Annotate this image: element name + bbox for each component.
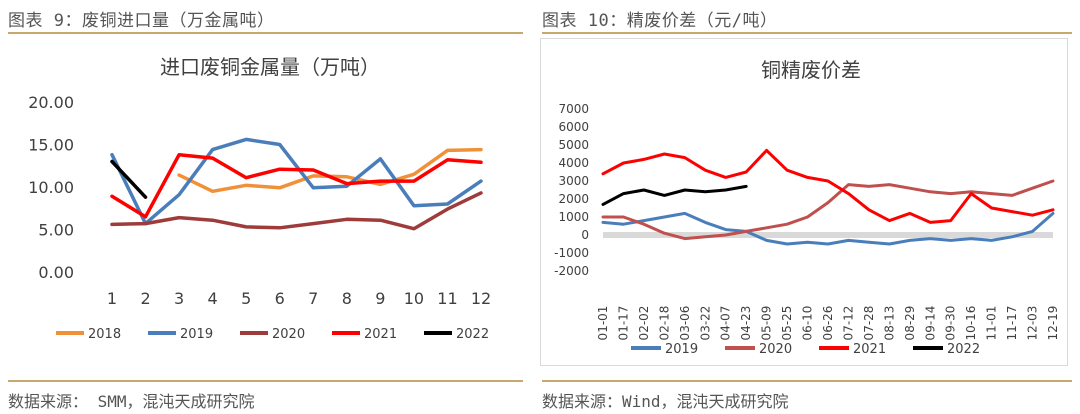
x-tick-label: 02-18 bbox=[657, 306, 671, 341]
y-tick-label: -1000 bbox=[554, 246, 589, 260]
series-line-2022 bbox=[110, 159, 148, 199]
series-line-2019 bbox=[110, 137, 483, 226]
y-tick-label: 2000 bbox=[558, 192, 589, 206]
y-tick-label: -2000 bbox=[554, 264, 589, 278]
x-tick-label: 07-12 bbox=[841, 306, 855, 341]
legend-label-2018: 2018 bbox=[88, 327, 121, 342]
series-line-2018 bbox=[177, 147, 483, 194]
right-figure-label: 图表 10：精废价差（元/吨） bbox=[542, 11, 778, 31]
x-tick-label: 08-29 bbox=[903, 306, 917, 341]
legend-label-2022: 2022 bbox=[456, 327, 489, 342]
x-tick-label: 4 bbox=[208, 289, 218, 308]
left-chart-panel: 进口废铜金属量（万吨） 0.00 5.00 10.00 15.00 20.00 1 2 3 4 5 6… bbox=[18, 38, 523, 364]
x-tick-label: 3 bbox=[174, 289, 184, 308]
left-source-rule bbox=[8, 380, 523, 382]
series-line-2021 bbox=[110, 152, 483, 219]
x-tick-label: 06-26 bbox=[821, 306, 835, 341]
chart-title: 铜精废价差 bbox=[761, 58, 861, 82]
series-line-2019 bbox=[601, 211, 1055, 246]
right-source-note: 数据来源：Wind，混沌天成研究院 bbox=[542, 392, 789, 411]
series-line-2021 bbox=[601, 148, 1055, 224]
series-line-2022 bbox=[601, 184, 748, 206]
x-tick-label: 04-07 bbox=[719, 306, 733, 341]
x-tick-label: 11-17 bbox=[1005, 306, 1019, 341]
y-tick-label: 15.00 bbox=[28, 136, 74, 155]
x-tick-label: 07-28 bbox=[862, 306, 876, 341]
x-tick-label: 6 bbox=[275, 289, 285, 308]
y-tick-label: 7000 bbox=[558, 102, 589, 116]
right-source-rule bbox=[542, 380, 1072, 382]
y-tick-label: 0.00 bbox=[38, 263, 74, 282]
legend-label-2021: 2021 bbox=[364, 327, 397, 342]
x-tick-label: 5 bbox=[241, 289, 251, 308]
legend-label-2020: 2020 bbox=[759, 342, 792, 357]
x-tick-label: 8 bbox=[342, 289, 352, 308]
x-tick-label: 09-30 bbox=[944, 306, 958, 341]
left-title-rule bbox=[8, 32, 523, 34]
series-line-2020 bbox=[601, 179, 1055, 241]
x-tick-label: 7 bbox=[308, 289, 318, 308]
x-tick-label: 2 bbox=[140, 289, 150, 308]
x-tick-label: 04-23 bbox=[739, 306, 753, 341]
right-chart: 铜精废价差 -2000 -1000 0 1000 2000 3000 4000 5000 6000… bbox=[554, 58, 1060, 357]
x-tick-label: 05-25 bbox=[780, 306, 794, 341]
y-tick-label: 6000 bbox=[558, 120, 589, 134]
x-tick-label: 12-19 bbox=[1046, 306, 1060, 341]
x-tick-label: 05-09 bbox=[760, 306, 774, 341]
x-tick-label: 1 bbox=[107, 289, 117, 308]
right-chart-panel: 铜精废价差 -2000 -1000 0 1000 2000 3000 4000 5000 6000… bbox=[540, 38, 1068, 366]
left-figure-label: 图表 9：废铜进口量（万金属吨） bbox=[8, 11, 275, 31]
x-tick-label: 10 bbox=[404, 289, 424, 308]
x-tick-label: 11-01 bbox=[985, 306, 999, 341]
x-tick-label: 10-16 bbox=[964, 306, 978, 341]
y-tick-label: 5.00 bbox=[38, 221, 74, 240]
legend-label-2019: 2019 bbox=[665, 342, 698, 357]
x-tick-label: 08-13 bbox=[882, 306, 896, 341]
right-title-rule bbox=[542, 32, 1072, 34]
x-tick-label: 01-01 bbox=[596, 306, 610, 341]
y-tick-label: 20.00 bbox=[28, 93, 74, 112]
series-line-2020 bbox=[110, 191, 483, 231]
x-tick-label: 03-06 bbox=[678, 306, 692, 341]
x-tick-label: 06-10 bbox=[801, 306, 815, 341]
y-tick-label: 10.00 bbox=[28, 178, 74, 197]
y-tick-label: 1000 bbox=[558, 210, 589, 224]
x-tick-label: 09-14 bbox=[923, 306, 937, 341]
x-tick-label: 9 bbox=[375, 289, 385, 308]
x-tick-label: 12-03 bbox=[1026, 306, 1040, 341]
legend-label-2021: 2021 bbox=[853, 342, 886, 357]
legend-label-2019: 2019 bbox=[180, 327, 213, 342]
chart-title: 进口废铜金属量（万吨） bbox=[160, 55, 380, 79]
legend-label-2020: 2020 bbox=[272, 327, 305, 342]
y-tick-label: 5000 bbox=[558, 138, 589, 152]
y-tick-label: 4000 bbox=[558, 156, 589, 170]
x-tick-label: 11 bbox=[437, 289, 457, 308]
x-tick-label: 02-02 bbox=[637, 306, 651, 341]
y-tick-label: 0 bbox=[581, 228, 589, 242]
legend-label-2022: 2022 bbox=[947, 342, 980, 357]
y-tick-label: 3000 bbox=[558, 174, 589, 188]
left-source-note: 数据来源： SMM，混沌天成研究院 bbox=[8, 392, 255, 411]
x-tick-label: 03-22 bbox=[698, 306, 712, 341]
x-tick-label: 01-17 bbox=[616, 306, 630, 341]
x-tick-label: 12 bbox=[471, 289, 491, 308]
